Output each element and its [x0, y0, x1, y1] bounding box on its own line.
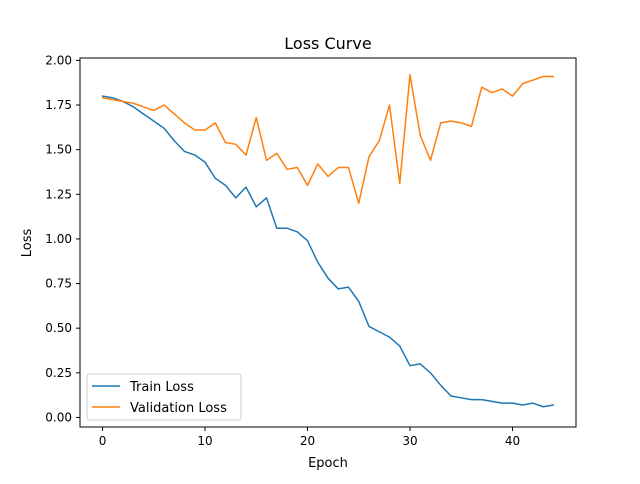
y-tick-label: 2.00: [45, 53, 72, 67]
train-loss-line: [101, 95, 555, 408]
x-tick-label: 0: [99, 434, 107, 448]
y-axis-ticks: 0.00 0.25 0.50 0.75 1.00 1.25 1.50 1.75 2.00: [45, 53, 80, 424]
x-axis-ticks: 0 10 20 30 40: [99, 427, 520, 448]
y-tick-label: 1.50: [45, 143, 72, 157]
x-tick-label: 10: [197, 434, 212, 448]
legend: Train Loss Validation Loss: [86, 373, 242, 421]
y-axis-label: Loss: [20, 229, 35, 258]
validation-loss-line: [101, 73, 555, 204]
y-tick-label: 1.75: [45, 98, 72, 112]
legend-validation-loss-label: Validation Loss: [130, 401, 227, 416]
chart-title: Loss Curve: [284, 34, 371, 53]
legend-box: [86, 373, 242, 421]
plot-content: 0 10 20 30 40 0.00 0.25 0.50 0.75 1.00 1.25 1.50 1.7…: [45, 53, 555, 448]
series-lines: [101, 73, 555, 408]
y-tick-label: 1.00: [45, 232, 72, 246]
y-tick-label: 0.00: [45, 410, 72, 424]
x-axis-label: Epoch: [308, 456, 348, 471]
x-tick-label: 40: [505, 434, 520, 448]
x-tick-label: 20: [300, 434, 315, 448]
legend-train-loss-label: Train Loss: [129, 380, 194, 395]
y-tick-label: 0.75: [45, 277, 72, 291]
x-tick-label: 30: [402, 434, 417, 448]
y-tick-label: 0.25: [45, 366, 72, 380]
y-tick-label: 0.50: [45, 321, 72, 335]
plot-frame: [79, 57, 577, 428]
y-tick-label: 1.25: [45, 187, 72, 201]
